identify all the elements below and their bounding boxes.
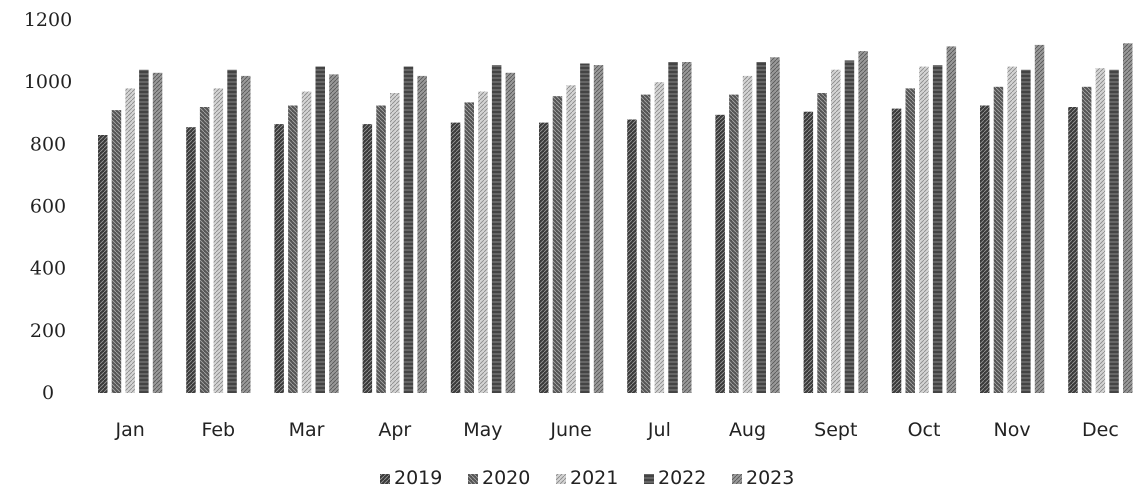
bar-2020-aug — [729, 94, 739, 393]
x-tick-label: June — [549, 419, 591, 441]
y-tick-label: 200 — [30, 320, 66, 342]
bar-2021-apr — [390, 93, 400, 393]
bar-2020-jan — [111, 110, 122, 393]
bar-2019-aug — [715, 114, 725, 394]
bar-2019-feb — [186, 127, 196, 393]
bar-2021-aug — [742, 75, 753, 394]
bar-2022-nov — [1021, 69, 1031, 393]
bar-2022-jul — [668, 62, 678, 393]
bar-2019-jul — [627, 119, 637, 393]
bar-2022-may — [491, 65, 502, 393]
legend-label: 2021 — [570, 467, 618, 489]
legend-swatch — [556, 474, 566, 484]
x-tick-label: Nov — [994, 419, 1031, 441]
bar-2022-feb — [227, 69, 237, 393]
x-tick-label: May — [463, 419, 502, 441]
y-tick-label: 0 — [42, 382, 54, 404]
bar-2022-dec — [1109, 69, 1119, 393]
bar-2022-oct — [932, 65, 943, 393]
bar-2021-mar — [301, 91, 312, 393]
bar-2022-aug — [756, 62, 766, 393]
bar-2021-nov — [1007, 66, 1017, 393]
legend-item-2020: 2020 — [468, 467, 530, 489]
bar-2023-apr — [417, 75, 427, 394]
x-tick-label: Sept — [814, 419, 857, 441]
y-tick-label: 600 — [30, 196, 66, 218]
x-tick-label: Mar — [289, 419, 325, 441]
legend-swatch — [732, 474, 742, 484]
bar-2019-nov — [980, 105, 990, 393]
x-tick-label: Oct — [908, 419, 941, 441]
x-tick-label: Feb — [201, 419, 235, 441]
bar-2021-jul — [654, 82, 665, 393]
bar-2021-oct — [919, 66, 929, 393]
bar-2023-mar — [329, 74, 339, 394]
bar-2023-oct — [946, 46, 957, 394]
y-tick-label: 1200 — [24, 9, 72, 31]
bar-2021-june — [566, 85, 576, 394]
bar-2020-june — [552, 96, 563, 393]
legend: 2019 2020 2021 2022 2023 — [380, 467, 794, 489]
y-tick-label: 800 — [30, 133, 66, 155]
bar-2019-sept — [803, 111, 814, 393]
bar-2021-dec — [1095, 68, 1106, 393]
bar-2023-aug — [770, 57, 780, 394]
x-tick-label: Jan — [115, 419, 145, 441]
bar-2021-may — [478, 91, 488, 393]
bar-2020-mar — [288, 105, 298, 393]
bars-group — [98, 43, 1133, 394]
legend-label: 2022 — [658, 467, 706, 489]
bar-2019-june — [539, 122, 549, 393]
bar-2020-nov — [993, 86, 1004, 394]
legend-swatch — [468, 474, 478, 484]
bar-2022-june — [580, 63, 590, 393]
bar-2020-may — [464, 102, 474, 394]
bar-2022-jan — [139, 69, 149, 393]
y-axis: 0 200 400 600 800 1000 1200 — [24, 9, 72, 404]
legend-label: 2019 — [394, 467, 442, 489]
bar-2020-sept — [817, 93, 827, 393]
bar-2023-jul — [682, 62, 692, 393]
y-tick-label: 400 — [30, 258, 66, 280]
bar-2022-sept — [844, 60, 855, 394]
bar-2021-sept — [831, 69, 841, 393]
legend-label: 2023 — [746, 467, 794, 489]
bar-2020-jul — [640, 94, 651, 393]
bar-2023-feb — [241, 75, 251, 394]
bar-2019-may — [450, 122, 461, 393]
bar-2023-june — [593, 65, 604, 393]
bar-2023-jan — [152, 72, 163, 394]
bar-2020-dec — [1081, 86, 1092, 394]
bar-2019-mar — [274, 124, 284, 393]
bar-2022-apr — [403, 66, 414, 393]
bar-2019-jan — [98, 135, 108, 393]
bar-2019-apr — [362, 124, 373, 393]
bar-2020-oct — [905, 88, 915, 394]
y-tick-label: 1000 — [24, 71, 72, 93]
legend-item-2019: 2019 — [380, 467, 442, 489]
legend-item-2021: 2021 — [556, 467, 618, 489]
bar-2020-apr — [376, 105, 386, 393]
bar-2023-may — [505, 72, 516, 394]
x-tick-label: Aug — [729, 419, 766, 441]
legend-label: 2020 — [482, 467, 530, 489]
legend-swatch — [380, 474, 390, 484]
bar-2023-nov — [1034, 44, 1045, 394]
bar-2019-oct — [891, 108, 902, 393]
bar-2020-feb — [199, 107, 210, 393]
bar-2023-dec — [1123, 43, 1133, 394]
x-tick-label: Dec — [1082, 419, 1119, 441]
legend-item-2022: 2022 — [644, 467, 706, 489]
bar-2019-dec — [1068, 107, 1078, 393]
legend-item-2023: 2023 — [732, 467, 794, 489]
x-axis: Jan Feb Mar Apr May June Jul Aug Sept Oct Nov Dec — [115, 419, 1119, 441]
x-tick-label: Apr — [378, 419, 411, 441]
bar-2021-feb — [213, 88, 224, 394]
x-tick-label: Jul — [647, 419, 671, 441]
bar-2023-sept — [858, 51, 868, 393]
bar-2021-jan — [125, 88, 135, 394]
bar-2022-mar — [315, 66, 325, 393]
legend-swatch — [644, 474, 654, 484]
